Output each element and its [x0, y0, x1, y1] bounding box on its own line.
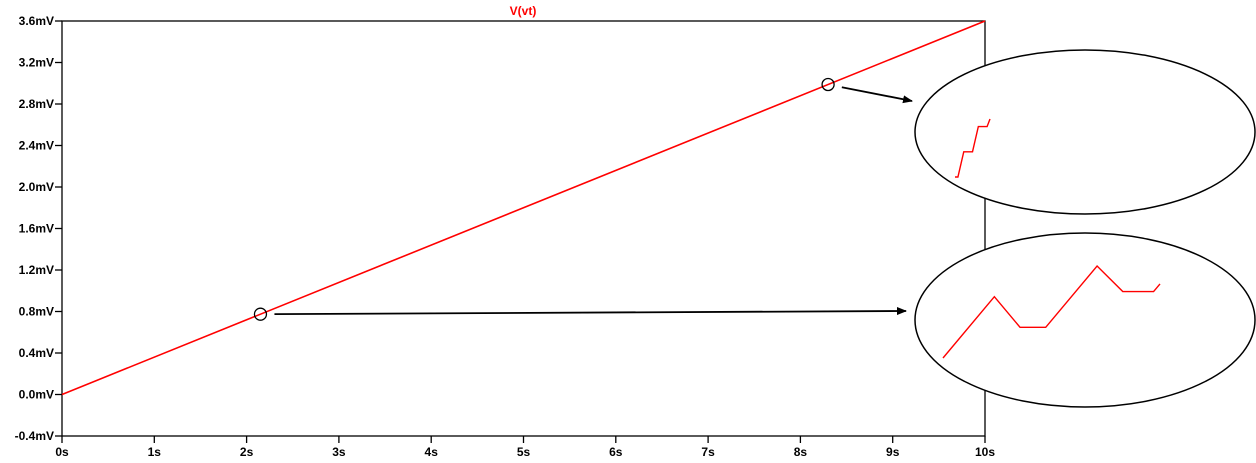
callout-arrow — [274, 307, 907, 316]
zoom-marker — [821, 77, 835, 92]
x-tick-label: 6s — [609, 445, 623, 459]
zoom-trace-upper — [955, 118, 991, 178]
zoom-trace-lower — [942, 264, 1161, 359]
x-tick-label: 5s — [517, 445, 531, 459]
y-tick-label: 0.4mV — [19, 346, 54, 360]
y-tick-label: 2.8mV — [19, 97, 54, 111]
x-tick-label: 0s — [55, 445, 69, 459]
y-tick-label: 3.2mV — [19, 56, 54, 70]
y-tick-label: 0.0mV — [19, 388, 54, 402]
y-tick-label: 2.0mV — [19, 180, 54, 194]
x-tick-label: 8s — [794, 445, 808, 459]
zoom-inset-upper — [914, 49, 1256, 215]
y-tick-label: 2.4mV — [19, 139, 54, 153]
x-tick-label: 9s — [886, 445, 900, 459]
x-tick-label: 4s — [425, 445, 439, 459]
y-tick-label: 3.6mV — [19, 14, 54, 28]
zoom-inset-lower — [914, 232, 1256, 408]
plot-frame — [61, 20, 986, 437]
zoom-callouts — [253, 49, 1256, 408]
traces — [61, 20, 986, 396]
series-line — [61, 20, 986, 396]
x-tick-label: 7s — [701, 445, 715, 459]
x-tick-label: 10s — [975, 445, 995, 459]
y-tick-label: 0.8mV — [19, 305, 54, 319]
chart-title: V(vt) — [510, 4, 537, 18]
y-tick-label: 1.2mV — [19, 263, 54, 277]
x-tick-label: 3s — [332, 445, 346, 459]
axes: -0.4mV 0.0mV 0.4mV 0.8mV 1.2mV 1.6mV 2.0mV 2.4m… — [15, 14, 996, 459]
callout-arrow — [841, 86, 913, 104]
y-tick-label: -0.4mV — [15, 429, 54, 443]
zoom-marker — [253, 307, 268, 321]
y-tick-label: 1.6mV — [19, 222, 54, 236]
x-tick-label: 1s — [148, 445, 162, 459]
x-tick-label: 2s — [240, 445, 254, 459]
